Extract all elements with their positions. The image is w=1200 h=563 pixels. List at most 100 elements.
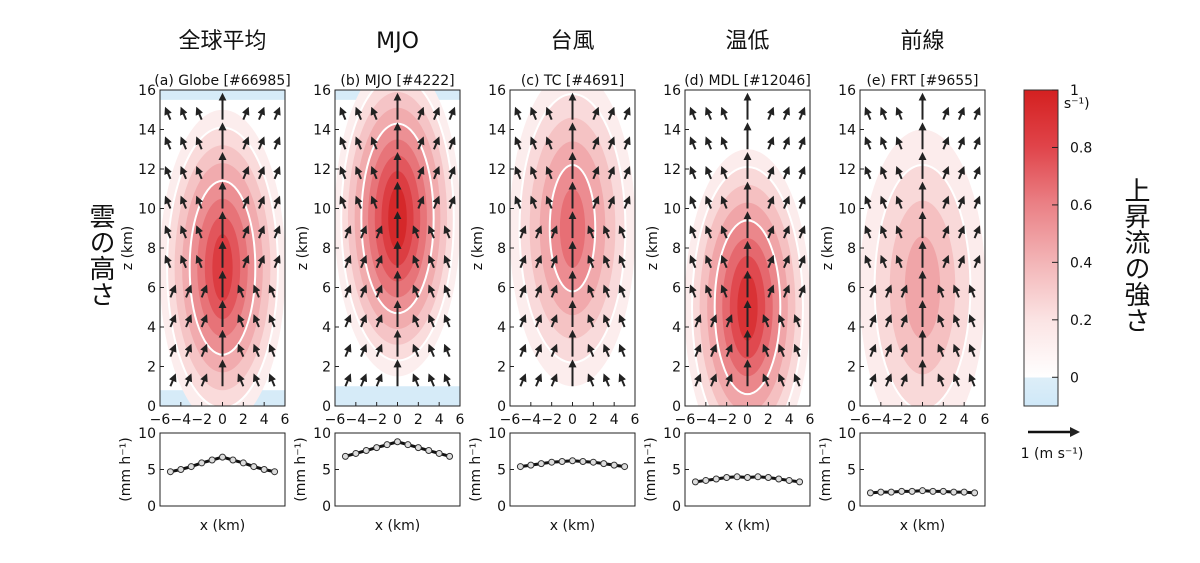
wind-vector — [534, 254, 543, 269]
wind-vector — [618, 343, 626, 358]
wind-vector — [169, 314, 177, 328]
wind-vector — [607, 106, 615, 121]
wind-vector — [869, 284, 877, 298]
y-tick-label: 12 — [838, 162, 856, 178]
wind-vector — [432, 106, 440, 121]
wind-vector — [618, 373, 626, 387]
y-tick-label: 0 — [322, 399, 331, 415]
rain-point — [425, 447, 433, 455]
wind-vector — [689, 136, 697, 150]
colorbar-tick-label: 0.2 — [1070, 313, 1092, 329]
wind-vector — [689, 166, 697, 180]
colorbar-tick-label: 0 — [1070, 370, 1079, 386]
rain-x-axis-label: x (km) — [375, 518, 420, 534]
wind-vector — [618, 284, 626, 298]
wind-vector — [550, 225, 558, 239]
rain-point — [198, 459, 206, 467]
wind-vector — [884, 343, 893, 358]
wind-vector — [968, 314, 976, 328]
panel-title: (e) FRT [#9655] — [866, 73, 978, 89]
rain-point — [177, 466, 185, 473]
wind-vector — [705, 195, 713, 209]
wind-vector — [432, 136, 440, 150]
y-tick-label: 16 — [838, 83, 856, 99]
wind-vector — [937, 343, 945, 358]
wind-vector — [359, 314, 368, 328]
y-tick-label: 10 — [138, 202, 156, 218]
wind-vector — [591, 195, 600, 209]
wind-vector — [519, 314, 527, 328]
colorbar-tick-label: 1 — [1070, 83, 1079, 99]
wind-vector — [725, 343, 733, 358]
wind-vector — [375, 314, 383, 328]
wind-vector — [864, 166, 872, 180]
wind-vector — [545, 166, 554, 180]
wind-vector — [777, 314, 786, 328]
wind-vector — [530, 195, 538, 209]
wind-vector — [427, 254, 436, 269]
wind-vector — [164, 136, 172, 150]
wind-vector — [359, 225, 368, 239]
panel-title: (d) MDL [#12046] — [684, 73, 811, 89]
x-tick-label: −2 — [366, 412, 387, 428]
wind-vector — [607, 166, 615, 180]
rain-point — [537, 460, 545, 468]
wind-vector — [798, 106, 806, 121]
wind-vector — [952, 373, 961, 387]
wind-vector — [355, 136, 363, 150]
y-tick-label: 12 — [138, 162, 156, 178]
wind-vector — [689, 225, 697, 239]
wind-vector — [416, 106, 425, 121]
wind-vector — [766, 254, 775, 269]
wind-vector — [720, 166, 729, 180]
wind-vector — [339, 195, 347, 209]
wind-vector — [793, 343, 801, 358]
wind-vector — [427, 225, 436, 239]
rain-point — [166, 468, 174, 476]
wind-vector — [952, 314, 961, 328]
wind-vector — [900, 314, 908, 328]
wind-vector — [273, 166, 281, 180]
wind-vector — [268, 284, 276, 298]
y-tick-label: 6 — [322, 281, 331, 297]
wind-vector — [720, 195, 729, 209]
y-tick-label: 14 — [838, 123, 856, 139]
rain-point — [569, 457, 576, 465]
y-tick-label: 0 — [672, 399, 681, 415]
wind-vector — [587, 314, 595, 328]
wind-vector — [869, 343, 877, 358]
y-tick-label: 4 — [497, 320, 506, 336]
wind-vector — [689, 284, 697, 298]
wind-vector — [766, 166, 775, 180]
y-tick-label: 14 — [488, 123, 506, 139]
wind-vector — [550, 373, 558, 387]
wind-vector — [762, 314, 770, 328]
y-tick-label: 6 — [847, 281, 856, 297]
y-tick-label: 10 — [663, 202, 681, 218]
wind-vector — [782, 166, 790, 180]
y-tick-label: 16 — [488, 83, 506, 99]
wind-vector — [725, 373, 733, 387]
rain-point — [394, 438, 401, 446]
wind-vector — [268, 343, 276, 358]
rain-y-tick-label: 10 — [313, 426, 331, 442]
wind-vector — [416, 166, 425, 180]
wind-vector — [705, 225, 713, 239]
rain-frame — [684, 432, 811, 507]
rain-frame — [859, 432, 986, 507]
y-tick-label: 6 — [672, 281, 681, 297]
wind-vector — [257, 166, 265, 180]
wind-vector — [798, 284, 806, 298]
wind-vector — [448, 166, 456, 180]
rain-point — [239, 459, 247, 467]
wind-vector — [184, 373, 193, 387]
y-tick-label: 8 — [672, 241, 681, 257]
wind-vector — [798, 136, 806, 150]
wind-vector — [869, 314, 877, 328]
wind-vector — [180, 254, 188, 269]
wind-vector — [534, 314, 543, 328]
wind-vector — [705, 284, 713, 298]
wind-vector — [448, 106, 456, 121]
wind-vector — [957, 225, 965, 239]
